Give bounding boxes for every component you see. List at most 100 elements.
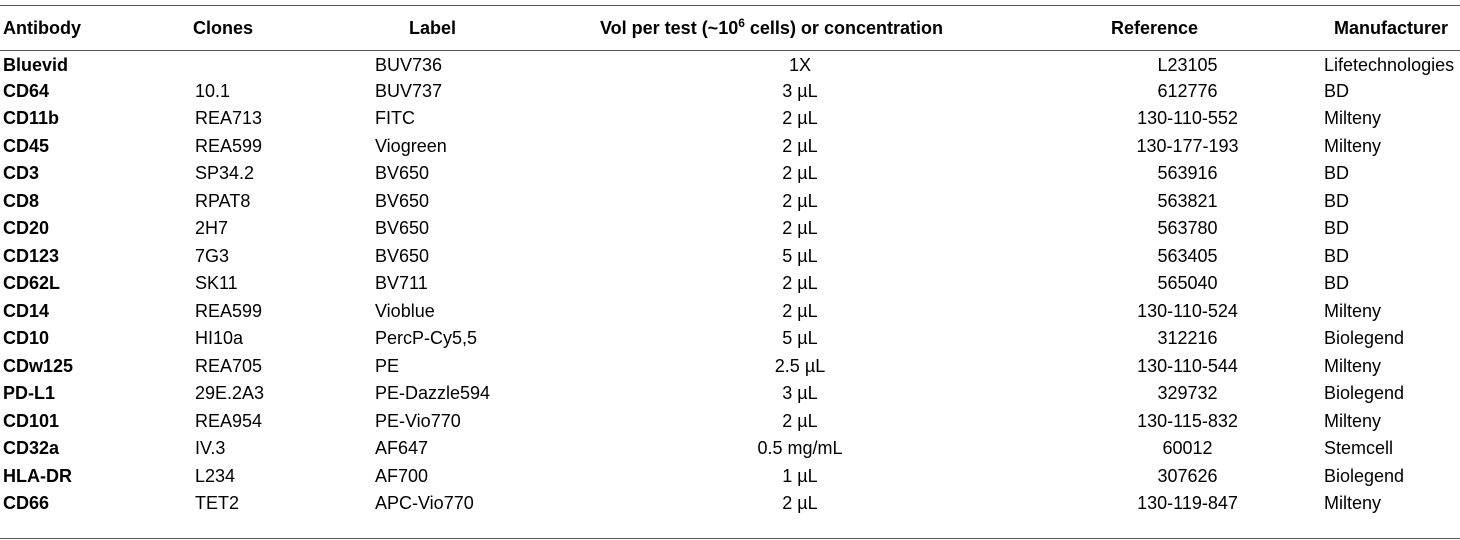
cell-label: FITC [375, 108, 415, 129]
cell-vol: 2 µL [782, 218, 818, 239]
cell-label: BV650 [375, 190, 430, 211]
header-vol-prefix: Vol per test (~10 [600, 17, 739, 38]
cell-clones: REA599 [195, 300, 263, 321]
cell-antibody: CD45 [3, 135, 50, 156]
table-header: Antibody Clones Label Vol per test (~106… [0, 6, 1460, 50]
cell-reference: 130-119-847 [1137, 493, 1238, 514]
cell-antibody: CD10 [3, 328, 50, 349]
cell-antibody: HLA-DR [3, 465, 72, 486]
cell-label: AF700 [375, 465, 429, 486]
cell-clones: 7G3 [195, 245, 230, 266]
cell-reference: 130-115-832 [1137, 410, 1238, 431]
cell-vol: 2 µL [782, 410, 818, 431]
cell-label: AF647 [375, 438, 429, 459]
table-row: CD10 HI10a PercP-Cy5,5 5 µL 312216 Biolegend [0, 325, 1460, 353]
cell-reference: 130-110-544 [1137, 355, 1238, 376]
cell-label: PercP-Cy5,5 [375, 328, 478, 349]
cell-label: BV650 [375, 163, 430, 184]
cell-manufacturer: Milteny [1324, 108, 1382, 129]
cell-vol: 1 µL [782, 465, 818, 486]
cell-reference: 307626 [1157, 465, 1218, 486]
cell-manufacturer: Milteny [1324, 410, 1382, 431]
cell-clones: REA705 [195, 355, 263, 376]
cell-label: BUV737 [375, 80, 443, 101]
cell-vol: 3 µL [782, 80, 818, 101]
header-clones: Clones [193, 17, 254, 38]
cell-vol: 5 µL [782, 328, 818, 349]
cell-label: PE [375, 355, 400, 376]
table-row: CD64 10.1 BUV737 3 µL 612776 BD [0, 78, 1460, 106]
cell-manufacturer: Lifetechnologies [1324, 55, 1455, 76]
table-top-rule [0, 5, 1460, 6]
cell-vol: 2 µL [782, 190, 818, 211]
cell-manufacturer: BD [1324, 190, 1350, 211]
table-row: CD8 RPAT8 BV650 2 µL 563821 BD [0, 188, 1460, 216]
cell-manufacturer: Milteny [1324, 355, 1382, 376]
cell-vol: 1X [788, 55, 812, 76]
cell-reference: 563780 [1157, 218, 1218, 239]
cell-manufacturer: BD [1324, 218, 1350, 239]
cell-antibody: CD64 [3, 80, 50, 101]
table-row: CDw125 REA705 PE 2.5 µL 130-110-544 Milteny [0, 353, 1460, 381]
cell-manufacturer: Milteny [1324, 493, 1382, 514]
cell-antibody: CD11b [3, 108, 60, 129]
cell-vol: 0.5 mg/mL [757, 438, 843, 459]
cell-manufacturer: BD [1324, 80, 1350, 101]
cell-antibody: CD14 [3, 300, 50, 321]
cell-manufacturer: Stemcell [1324, 438, 1394, 459]
cell-label: BV650 [375, 245, 430, 266]
cell-vol: 2.5 µL [774, 355, 826, 376]
table-row: CD101 REA954 PE-Vio770 2 µL 130-115-832 Milte… [0, 408, 1460, 436]
cell-vol: 2 µL [782, 493, 818, 514]
antibody-table: Antibody Clones Label Vol per test (~106… [0, 6, 1460, 518]
cell-clones: REA713 [195, 108, 263, 129]
cell-reference: 612776 [1157, 80, 1218, 101]
cell-clones: 2H7 [195, 218, 229, 239]
cell-reference: 563405 [1157, 245, 1218, 266]
header-manufacturer: Manufacturer [1334, 17, 1449, 38]
cell-manufacturer: Biolegend [1324, 465, 1405, 486]
cell-antibody: CDw125 [3, 355, 74, 376]
header-reference: Reference [1111, 17, 1199, 38]
cell-antibody: CD3 [3, 163, 40, 184]
table-row: CD14 REA599 Vioblue 2 µL 130-110-524 Milteny [0, 298, 1460, 326]
table-row: Bluevid BUV736 1X L23105 Lifetechnologies [0, 50, 1460, 78]
header-vol-superscript: 6 [738, 15, 745, 30]
header-row: Antibody Clones Label Vol per test (~106… [0, 6, 1460, 50]
cell-antibody: CD66 [3, 493, 50, 514]
header-antibody: Antibody [3, 17, 81, 38]
cell-label: Viogreen [375, 135, 447, 156]
cell-manufacturer: Milteny [1324, 135, 1382, 156]
cell-manufacturer: Milteny [1324, 300, 1382, 321]
cell-clones: 29E.2A3 [195, 383, 265, 404]
cell-clones: TET2 [195, 493, 240, 514]
table-row: CD62L SK11 BV711 2 µL 565040 BD [0, 270, 1460, 298]
table-bottom-rule [0, 538, 1460, 539]
cell-label: PE-Vio770 [375, 410, 461, 431]
table-row: CD32a IV.3 AF647 0.5 mg/mL 60012 Stemcell [0, 435, 1460, 463]
cell-vol: 2 µL [782, 135, 818, 156]
table-row: CD66 TET2 APC-Vio770 2 µL 130-119-847 Milteny [0, 490, 1460, 518]
cell-clones: SK11 [195, 273, 238, 294]
cell-reference: 130-110-552 [1137, 108, 1238, 129]
cell-vol: 2 µL [782, 273, 818, 294]
cell-clones: L234 [195, 465, 236, 486]
cell-clones: REA599 [195, 135, 263, 156]
cell-label: Vioblue [375, 300, 435, 321]
cell-vol: 2 µL [782, 163, 818, 184]
cell-vol: 3 µL [782, 383, 818, 404]
cell-antibody: CD123 [3, 245, 60, 266]
cell-reference: 60012 [1162, 438, 1213, 459]
cell-clones [185, 50, 375, 78]
cell-antibody: CD32a [3, 438, 60, 459]
cell-vol: 2 µL [782, 300, 818, 321]
cell-clones: HI10a [195, 328, 244, 349]
cell-label: BUV736 [375, 55, 443, 76]
cell-reference: 563821 [1157, 190, 1218, 211]
table-row: PD-L1 29E.2A3 PE-Dazzle594 3 µL 329732 Bioleg… [0, 380, 1460, 408]
table-row: CD11b REA713 FITC 2 µL 130-110-552 Milteny [0, 105, 1460, 133]
table-row: CD20 2H7 BV650 2 µL 563780 BD [0, 215, 1460, 243]
cell-reference: 130-110-524 [1137, 300, 1238, 321]
cell-antibody: CD20 [3, 218, 50, 239]
cell-antibody: Bluevid [3, 55, 69, 76]
